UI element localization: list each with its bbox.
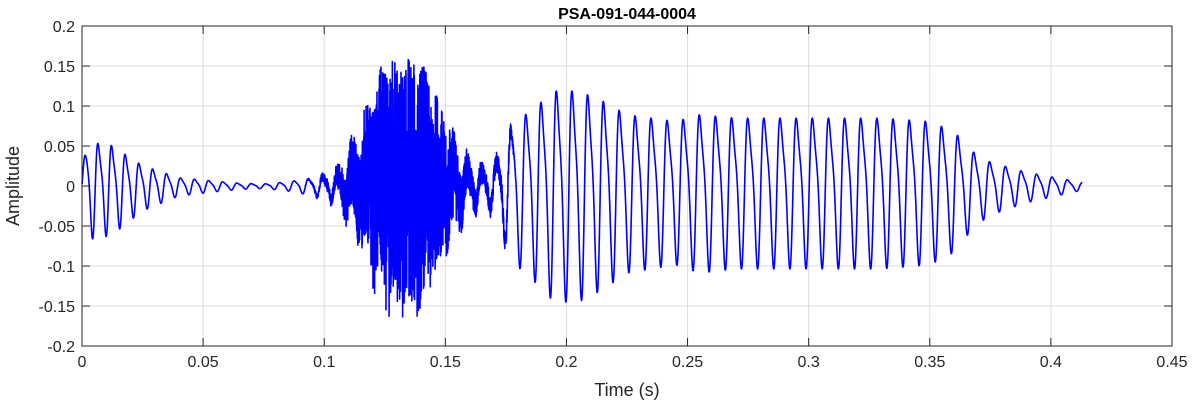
x-tick-label: 0.3 (798, 354, 820, 371)
data-layer (81, 58, 1084, 318)
chart-title: PSA-091-044-0004 (558, 6, 696, 23)
x-tick-label: 0.1 (313, 354, 335, 371)
y-tick-label: -0.1 (47, 259, 75, 276)
y-tick-label: 0.15 (44, 59, 75, 76)
y-axis-label: Amplitude (3, 146, 23, 226)
y-tick-label: 0.2 (53, 19, 75, 36)
y-tick-label: 0.05 (44, 139, 75, 156)
label-layer: 0 0.05 0.1 0.15 0.2 0.25 0.3 0.35 0.4 0.45 -0.2 -0.… (39, 19, 1188, 371)
y-tick-label: -0.15 (39, 299, 76, 316)
tick-layer (81, 25, 1173, 347)
x-tick-label: 0.05 (188, 354, 219, 371)
x-tick-label: 0.35 (914, 354, 945, 371)
x-tick-label: 0 (78, 354, 87, 371)
x-tick-label: 0.15 (430, 354, 461, 371)
y-tick-label: 0 (66, 179, 75, 196)
series-line (81, 58, 1084, 318)
x-tick-label: 0.25 (672, 354, 703, 371)
y-tick-label: -0.05 (39, 219, 76, 236)
y-tick-label: 0.1 (53, 99, 75, 116)
x-tick-label: 0.4 (1040, 354, 1062, 371)
x-tick-label: 0.2 (555, 354, 577, 371)
x-axis-label: Time (s) (594, 380, 659, 400)
x-tick-label: 0.45 (1156, 354, 1187, 371)
y-tick-label: -0.2 (47, 339, 75, 356)
